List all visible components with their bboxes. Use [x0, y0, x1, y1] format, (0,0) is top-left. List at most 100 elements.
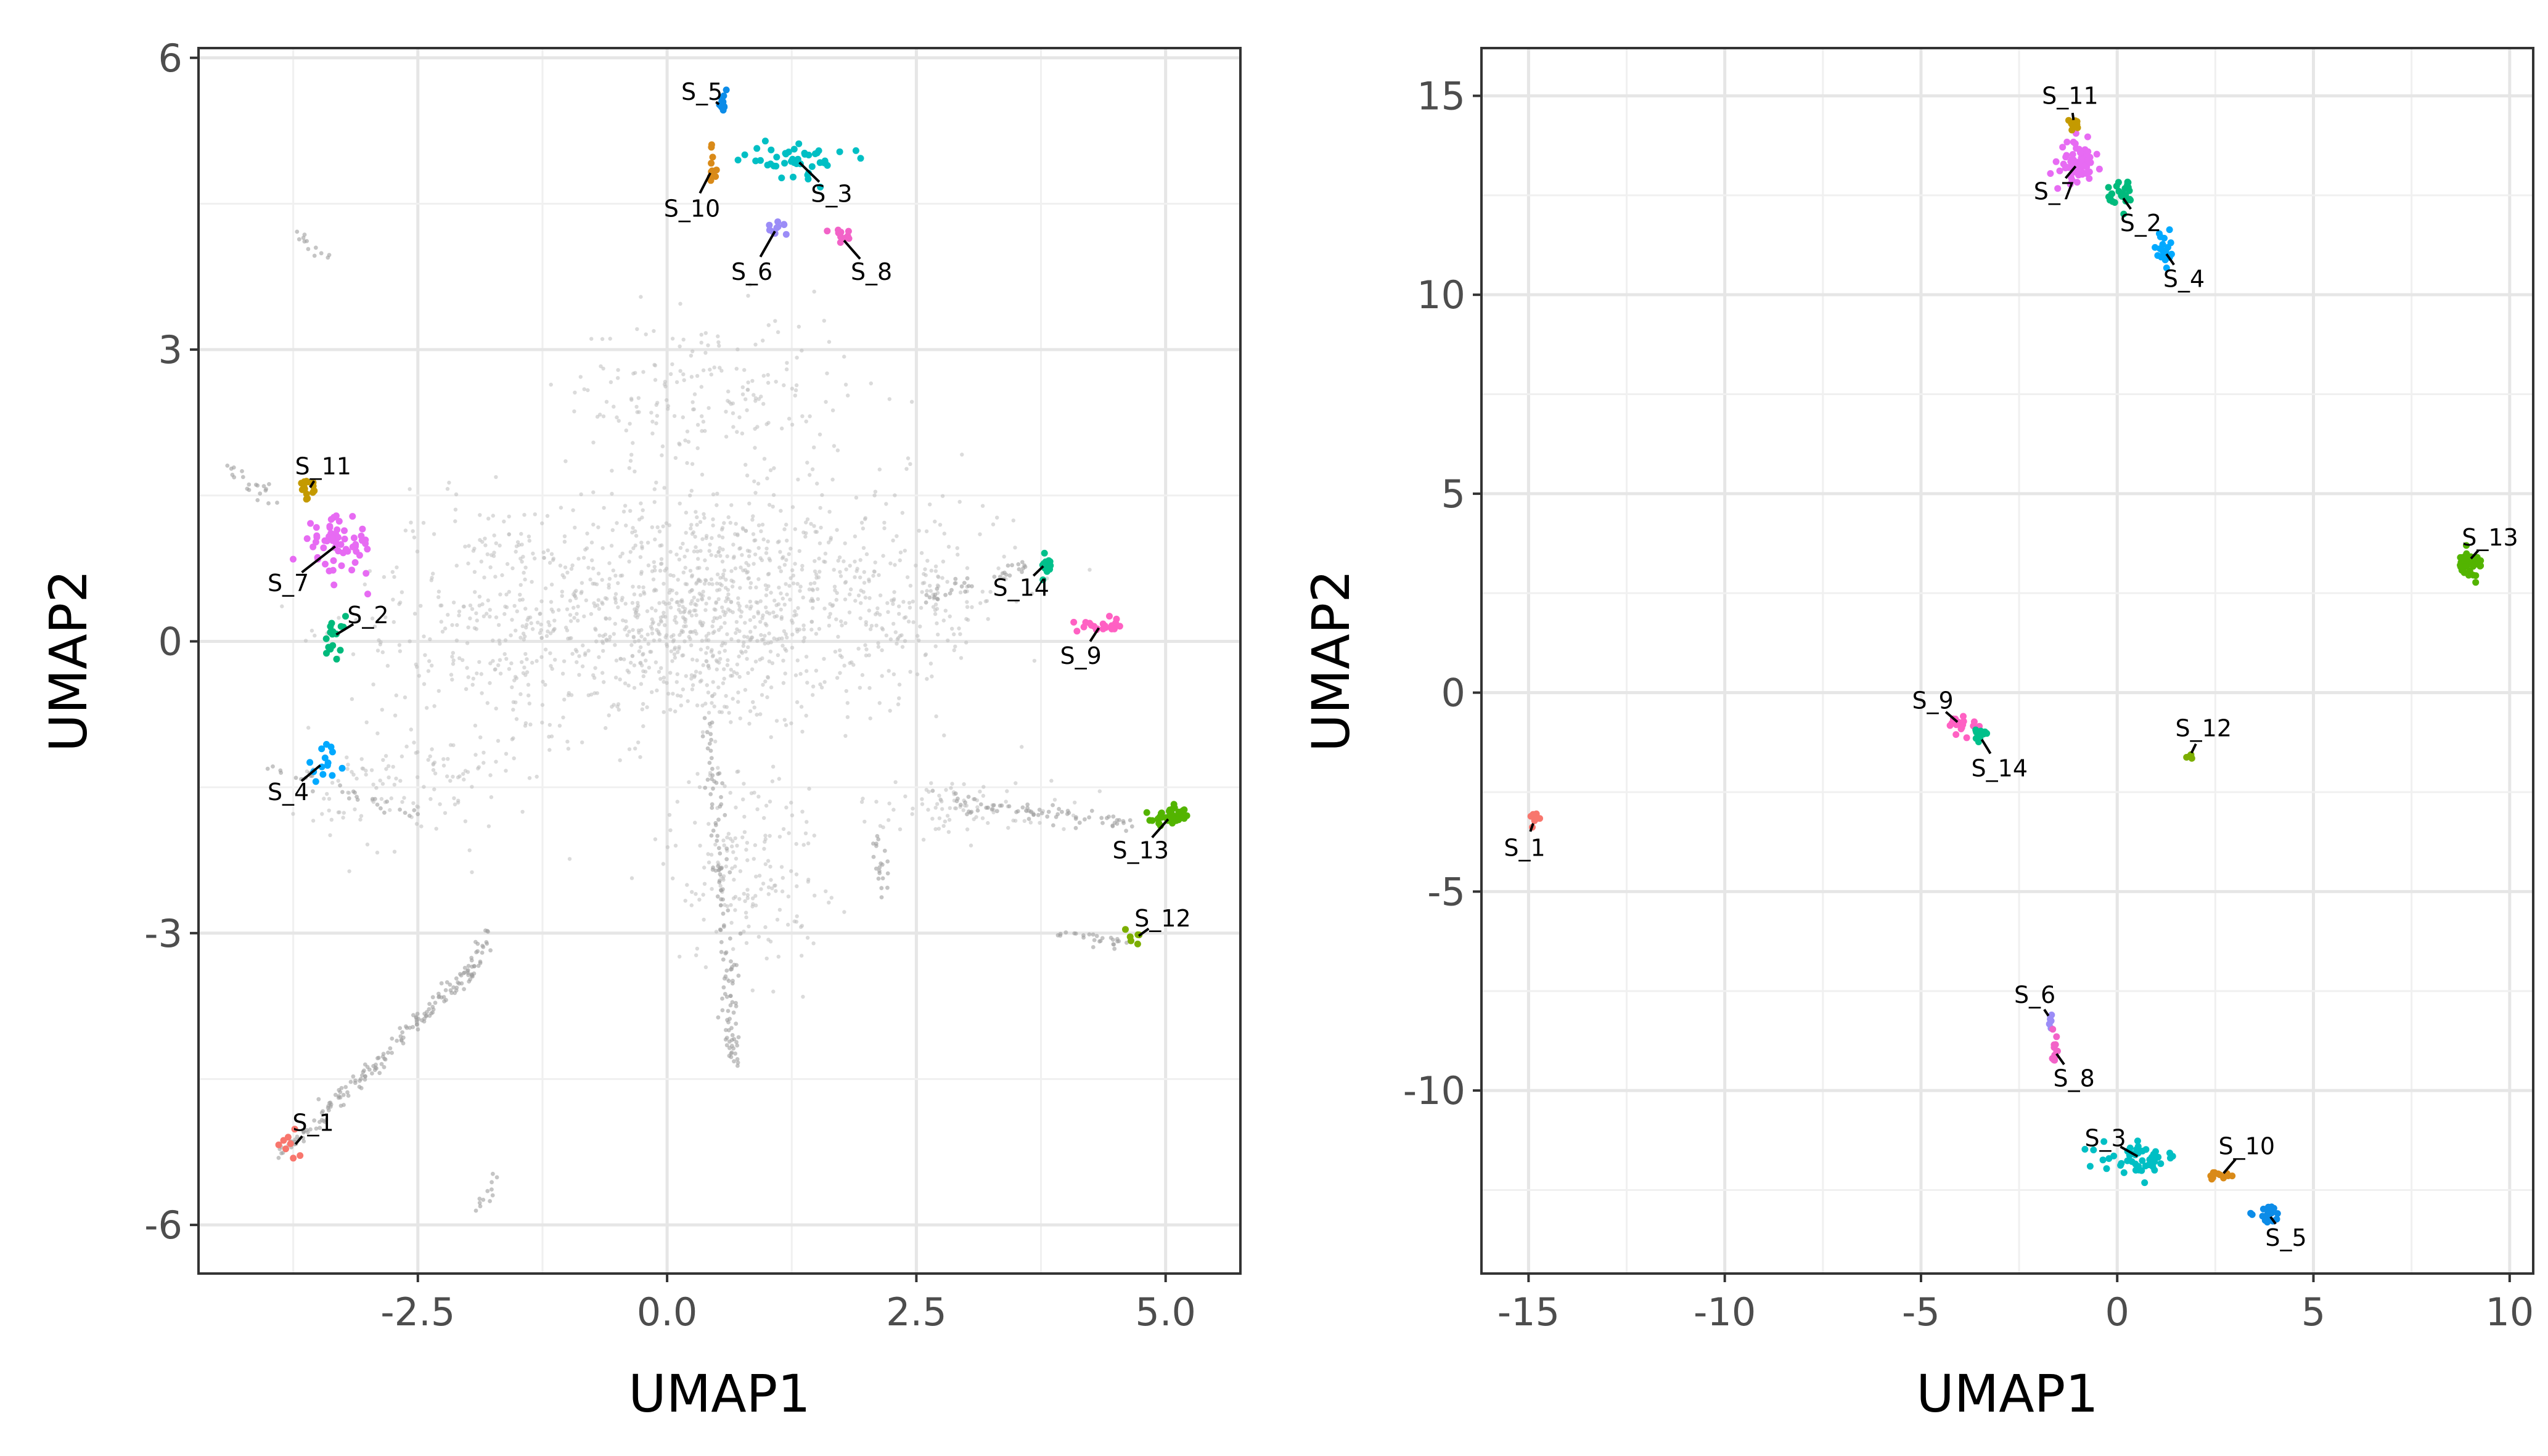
- background-cell-point: [703, 428, 707, 433]
- background-cell-point: [667, 812, 672, 817]
- background-cell-point: [719, 950, 724, 954]
- background-cell-point: [444, 980, 449, 984]
- background-cell-point: [874, 866, 879, 871]
- background-cell-point: [417, 674, 421, 678]
- background-cell-point: [702, 512, 706, 517]
- background-cell-point: [733, 836, 737, 841]
- background-cell-point: [698, 647, 703, 652]
- background-cell-point: [1065, 812, 1070, 816]
- background-cell-point: [862, 819, 867, 824]
- background-cell-point: [701, 368, 706, 372]
- background-cell-point: [859, 520, 864, 525]
- background-cell-point: [604, 399, 609, 404]
- background-cell-point: [724, 599, 728, 603]
- background-cell-point: [1028, 820, 1033, 825]
- background-cell-point: [593, 626, 597, 631]
- label-leader-line: [2222, 1158, 2237, 1174]
- background-cell-point: [591, 522, 596, 527]
- background-cell-point: [353, 790, 357, 795]
- background-cell-point: [390, 570, 395, 575]
- background-cell-point: [636, 600, 640, 605]
- background-cell-point: [664, 566, 669, 571]
- background-cell-point: [1052, 798, 1057, 802]
- background-cell-point: [897, 611, 901, 616]
- background-cell-point: [710, 886, 714, 891]
- background-cell-point: [711, 828, 716, 833]
- background-cell-point: [463, 819, 468, 824]
- background-cell-point: [329, 1102, 334, 1107]
- background-cell-point: [707, 406, 711, 411]
- sample-cluster-s-3: [734, 137, 864, 190]
- background-cell-point: [394, 693, 398, 698]
- background-cell-point: [1014, 599, 1019, 603]
- background-cell-point: [650, 627, 654, 631]
- background-cell-point: [457, 656, 462, 661]
- background-cell-point: [906, 456, 911, 460]
- background-cell-point: [689, 903, 694, 907]
- background-cell-point: [735, 843, 739, 848]
- background-cell-point: [565, 628, 570, 632]
- background-cell-point: [380, 708, 384, 712]
- background-cell-point: [1073, 800, 1077, 805]
- background-cell-point: [963, 800, 967, 805]
- sample-point: [2459, 554, 2467, 561]
- background-cell-point: [713, 608, 718, 612]
- background-cell-point: [721, 609, 726, 613]
- background-cell-point: [545, 513, 550, 518]
- sample-point: [2210, 1169, 2217, 1176]
- background-cell-point: [613, 600, 618, 605]
- background-cell-point: [767, 659, 772, 664]
- background-cell-point: [456, 775, 461, 780]
- background-cell-point: [258, 491, 263, 496]
- background-cell-point: [701, 589, 705, 594]
- label-leader-line: [2064, 165, 2077, 179]
- background-cell-point: [370, 616, 375, 621]
- background-cell-point: [772, 599, 777, 603]
- sample-label: S_8: [2054, 1065, 2095, 1092]
- background-cell-point: [641, 652, 645, 657]
- background-cell-point: [718, 927, 723, 932]
- background-cell-point: [523, 565, 528, 570]
- background-cell-point: [953, 644, 957, 649]
- sample-point: [318, 745, 326, 753]
- sample-point: [790, 145, 798, 153]
- background-cell-point: [441, 763, 446, 768]
- background-cell-point: [589, 540, 594, 545]
- background-cell-point: [933, 827, 938, 832]
- background-cell-point: [461, 658, 465, 663]
- background-cell-point: [795, 914, 799, 918]
- background-cell-point: [520, 809, 525, 814]
- background-cell-point: [677, 441, 681, 446]
- background-cell-point: [717, 650, 722, 655]
- background-cell-point: [705, 777, 710, 782]
- background-cell-point: [777, 835, 782, 839]
- background-cell-point: [637, 585, 641, 589]
- background-cell-point: [763, 840, 767, 844]
- background-cell-point: [581, 555, 586, 560]
- background-cell-point: [343, 1085, 348, 1089]
- sample-point: [2139, 1147, 2146, 1155]
- background-cell-point: [608, 380, 613, 385]
- background-cell-point: [736, 700, 740, 704]
- background-cell-point: [801, 627, 806, 632]
- background-cell-point: [893, 780, 898, 785]
- background-cell-point: [690, 349, 695, 354]
- sample-point: [2224, 1172, 2232, 1179]
- background-cell-point: [863, 516, 868, 520]
- background-cell-point: [791, 581, 796, 586]
- background-cell-point: [550, 666, 554, 671]
- background-cell-point: [624, 523, 628, 528]
- background-cell-point: [579, 591, 583, 595]
- background-cell-point: [740, 553, 744, 557]
- sample-cluster-s-8: [824, 226, 853, 246]
- background-cell-point: [745, 604, 749, 608]
- background-cell-point: [966, 584, 971, 588]
- sample-label: S_3: [811, 181, 852, 208]
- background-cell-point: [721, 681, 726, 685]
- sample-point: [326, 523, 334, 530]
- background-cell-point: [708, 542, 712, 547]
- background-cell-point: [735, 1057, 740, 1061]
- background-cell-point: [448, 982, 453, 987]
- sample-point: [2156, 230, 2163, 237]
